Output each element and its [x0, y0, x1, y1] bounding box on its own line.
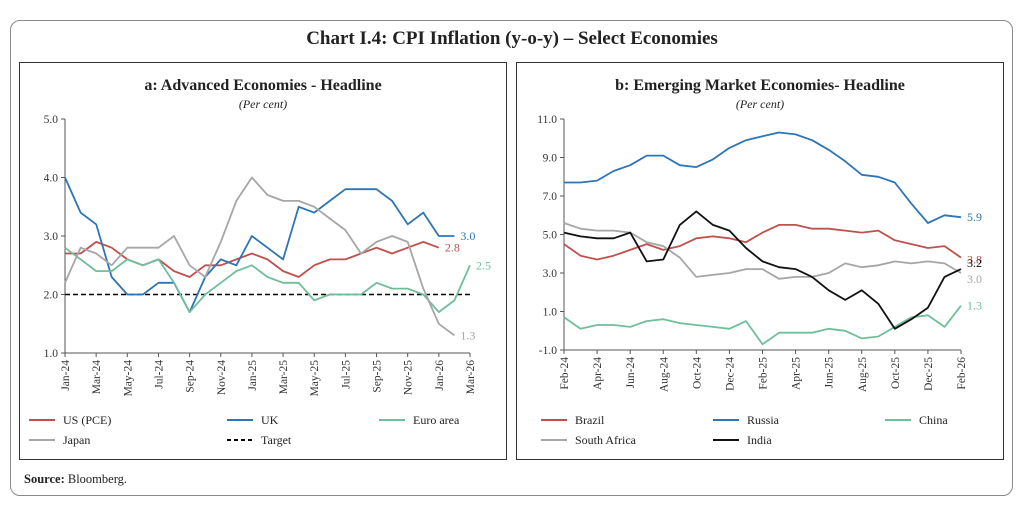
- end-label-uk: 3.0: [460, 229, 475, 243]
- emerging-economies-chart: b: Emerging Market Economies- Headline (P…: [537, 77, 982, 447]
- panel-title: a: Advanced Economies - Headline: [144, 77, 381, 94]
- y-tick-label: 9.0: [543, 153, 558, 165]
- chart-frame: [10, 20, 1013, 496]
- series-line-euro-area: [64, 246, 471, 313]
- y-tick-label: 5.0: [543, 230, 558, 242]
- source-label: Source:: [24, 472, 65, 486]
- y-tick-label: 1.0: [543, 307, 558, 319]
- legend-label-target: Target: [261, 433, 292, 447]
- y-tick-label: 3.0: [44, 231, 59, 243]
- x-tick-label: Jun-25: [824, 357, 836, 389]
- chart-panel-emerging: b: Emerging Market Economies- Headline (P…: [516, 62, 1004, 460]
- legend-label-china: China: [919, 413, 948, 427]
- series-line-south-africa: [563, 222, 962, 280]
- end-label-india: 3.2: [967, 256, 982, 270]
- x-tick-label: Oct-25: [890, 357, 902, 389]
- legend-label-brazil: Brazil: [575, 413, 605, 427]
- x-tick-label: Feb-26: [956, 357, 968, 390]
- x-tick-label: May-24: [122, 360, 134, 397]
- advanced-economies-chart: a: Advanced Economies - Headline (Per cen…: [29, 77, 491, 447]
- x-tick-label: Apr-24: [592, 357, 604, 390]
- x-tick-label: Sep-24: [185, 360, 197, 393]
- source-text: Bloomberg.: [67, 472, 128, 486]
- x-tick-label: Sep-25: [372, 360, 384, 393]
- legend-label-euro-area: Euro area: [413, 413, 460, 427]
- y-tick-label: 5.0: [44, 114, 59, 126]
- x-tick-label: Jul-24: [153, 360, 165, 389]
- series-line-china: [563, 305, 962, 346]
- end-label-brazil: 3.8: [967, 253, 982, 267]
- x-tick-label: Jan-26: [434, 360, 446, 391]
- series-line-us-pce: [65, 241, 440, 278]
- end-label-south-africa: 3.0: [967, 272, 982, 286]
- end-label-japan: 1.3: [460, 328, 475, 342]
- x-tick-label: Mar-26: [465, 360, 477, 395]
- x-tick-label: Oct-24: [691, 357, 703, 389]
- legend-label-us-pce: US (PCE): [63, 413, 111, 427]
- panel-title: b: Emerging Market Economies- Headline: [615, 77, 905, 94]
- x-tick-label: Feb-24: [559, 357, 571, 390]
- y-tick-label: 4.0: [44, 173, 59, 185]
- panel-subtitle: (Per cent): [736, 97, 784, 111]
- x-tick-label: Nov-24: [216, 360, 228, 395]
- end-label-china: 1.3: [967, 299, 982, 313]
- x-tick-label: Aug-24: [658, 357, 670, 392]
- series-line-brazil: [563, 224, 962, 261]
- legend-label-india: India: [747, 433, 772, 447]
- y-tick-label: 3.0: [543, 268, 558, 280]
- x-tick-label: Jan-25: [247, 360, 259, 391]
- x-tick-label: Apr-25: [791, 357, 803, 390]
- x-tick-label: Aug-25: [857, 357, 869, 392]
- y-tick-label: 11.0: [537, 114, 557, 126]
- legend-label-russia: Russia: [747, 413, 780, 427]
- page-title: Chart I.4: CPI Inflation (y-o-y) – Selec…: [306, 28, 718, 49]
- legend-label-uk: UK: [261, 413, 279, 427]
- y-tick-label: 1.0: [44, 348, 59, 360]
- series-line-uk: [64, 177, 455, 313]
- x-tick-label: Jun-24: [625, 357, 637, 389]
- panel-subtitle: (Per cent): [239, 97, 287, 111]
- legend-label-south-africa: South Africa: [575, 433, 637, 447]
- x-tick-label: Mar-24: [91, 360, 103, 395]
- series-line-india: [563, 210, 962, 330]
- x-tick-label: Jan-24: [60, 360, 72, 391]
- x-tick-label: Dec-25: [923, 357, 935, 391]
- chart-panel-advanced: a: Advanced Economies - Headline (Per cen…: [19, 62, 507, 460]
- x-tick-label: May-25: [309, 360, 321, 397]
- y-tick-label: -1.0: [539, 345, 557, 357]
- series-line-japan: [64, 176, 455, 337]
- source-note: Source: Bloomberg.: [24, 472, 127, 487]
- y-tick-label: 7.0: [543, 191, 558, 203]
- end-label-russia: 5.9: [967, 210, 982, 224]
- x-tick-label: Jul-25: [340, 360, 352, 389]
- series-line-russia: [564, 131, 962, 224]
- x-tick-label: Dec-24: [724, 357, 736, 391]
- x-tick-label: Feb-25: [758, 357, 770, 390]
- legend-label-japan: Japan: [63, 433, 90, 447]
- y-tick-label: 2.0: [44, 290, 59, 302]
- end-label-euro-area: 2.5: [476, 258, 491, 272]
- x-tick-label: Mar-25: [278, 360, 290, 395]
- end-label-us-pce: 2.8: [445, 241, 460, 255]
- x-tick-label: Nov-25: [403, 360, 415, 395]
